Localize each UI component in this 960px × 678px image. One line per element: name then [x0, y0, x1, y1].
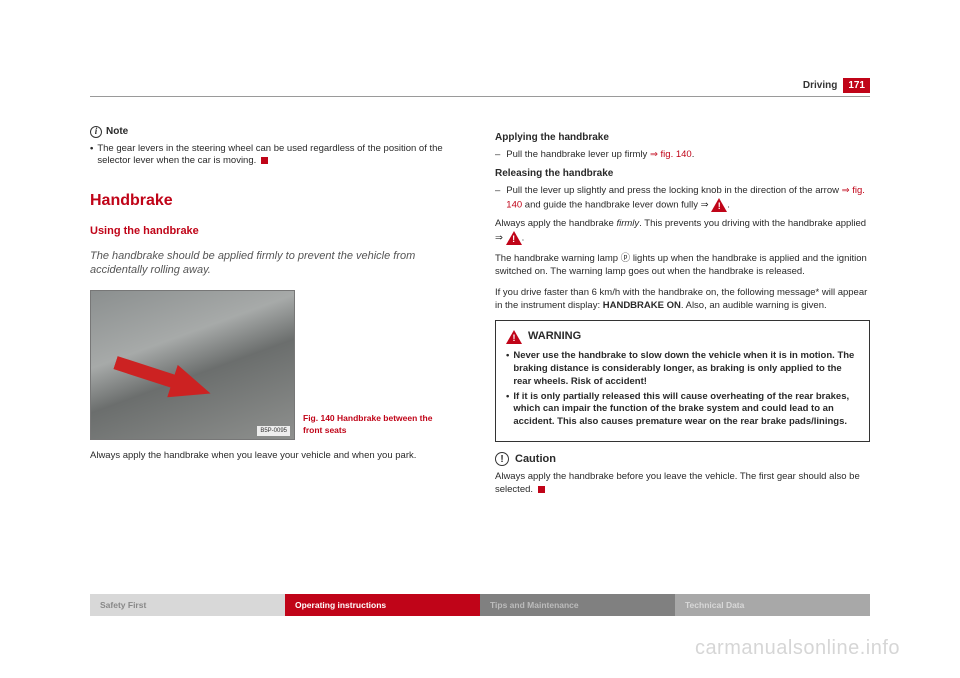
intro-text: The handbrake should be applied firmly t… — [90, 249, 465, 279]
right-para-3: If you drive faster than 6 km/h with the… — [495, 287, 870, 313]
footer-technical: Technical Data — [675, 594, 870, 616]
warning-triangle-icon — [506, 231, 522, 245]
apply-text: Pull the handbrake lever up firmly ⇒ fig… — [506, 149, 694, 162]
warning-bullet-1: Never use the handbrake to slow down the… — [513, 350, 859, 388]
warning-box: WARNING •Never use the handbrake to slow… — [495, 320, 870, 442]
footer-tips: Tips and Maintenance — [480, 594, 675, 616]
right-para-2: The handbrake warning lamp ⓟ lights up w… — [495, 253, 870, 279]
left-paragraph: Always apply the handbrake when you leav… — [90, 450, 465, 463]
caution-text: Always apply the handbrake before you le… — [495, 471, 870, 497]
bullet-icon: • — [506, 391, 509, 429]
left-column: i Note • The gear levers in the steering… — [90, 125, 465, 595]
right-column: Applying the handbrake – Pull the handbr… — [495, 125, 870, 595]
right-para-1: Always apply the handbrake firmly. This … — [495, 218, 870, 245]
fig-link: ⇒ fig. 140 — [650, 149, 692, 160]
warning-title: WARNING — [528, 329, 581, 344]
figure-caption: Fig. 140 Handbrake between the front sea… — [303, 413, 453, 440]
note-text: The gear levers in the steering wheel ca… — [97, 143, 465, 169]
end-mark-icon — [261, 157, 268, 164]
figure-image: B5P-0095 — [90, 290, 295, 440]
arrow-icon — [110, 347, 216, 410]
end-mark-icon — [538, 486, 545, 493]
footer-nav: Safety First Operating instructions Tips… — [90, 594, 870, 616]
note-label: Note — [106, 125, 128, 139]
footer-safety: Safety First — [90, 594, 285, 616]
watermark: carmanualsonline.info — [695, 637, 900, 660]
apply-title: Applying the handbrake — [495, 131, 870, 145]
bullet-icon: • — [90, 143, 93, 169]
caution-label: Caution — [515, 452, 556, 467]
subsection-title: Using the handbrake — [90, 224, 465, 239]
release-text: Pull the lever up slightly and press the… — [506, 185, 870, 212]
page-body: i Note • The gear levers in the steering… — [90, 85, 870, 595]
info-icon: i — [90, 126, 102, 138]
warning-triangle-icon — [506, 330, 522, 344]
bullet-icon: • — [506, 350, 509, 388]
release-title: Releasing the handbrake — [495, 167, 870, 181]
warning-bullet-2: If it is only partially released this wi… — [513, 391, 859, 429]
caution-icon: ! — [495, 452, 509, 466]
dash-icon: – — [495, 185, 500, 212]
warning-triangle-icon — [711, 198, 727, 212]
figure-tag: B5P-0095 — [257, 426, 290, 436]
dash-icon: – — [495, 149, 500, 162]
section-title: Handbrake — [90, 190, 465, 212]
footer-operating: Operating instructions — [285, 594, 480, 616]
